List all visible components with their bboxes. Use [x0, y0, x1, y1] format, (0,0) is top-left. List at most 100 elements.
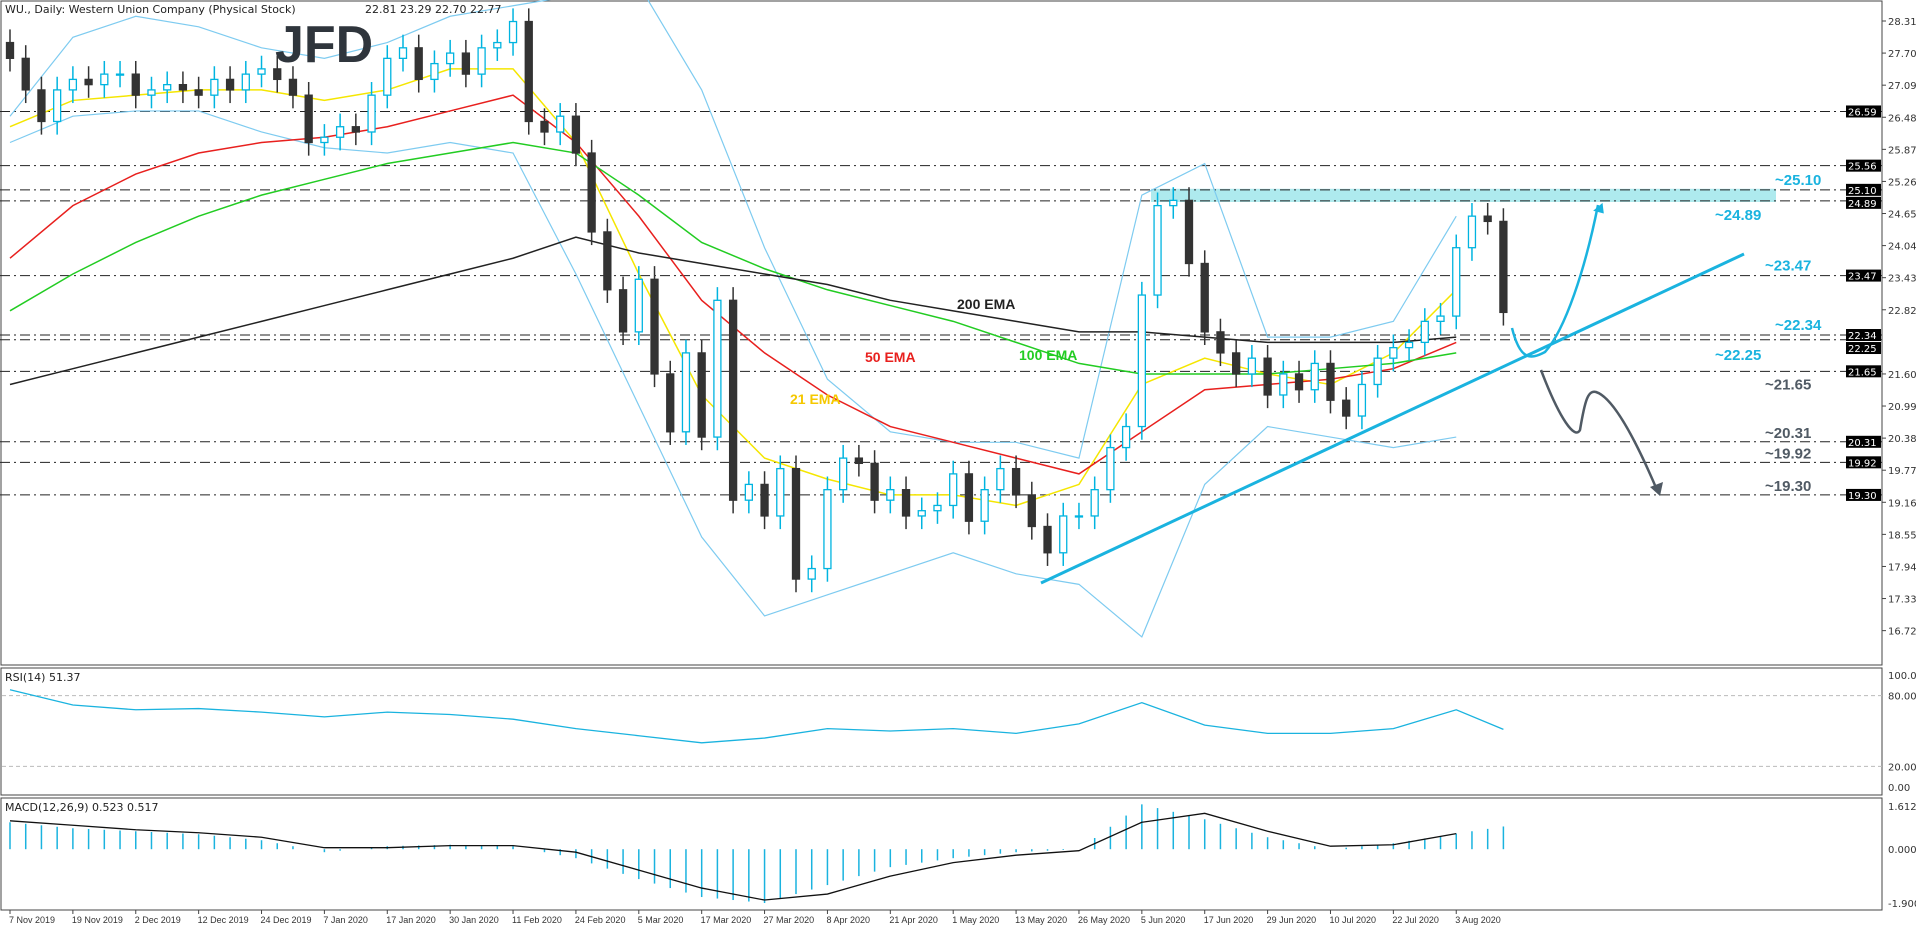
level-annotation: ~20.31: [1765, 425, 1811, 442]
candle-bearish: [21, 57, 30, 91]
candle-bearish: [1232, 352, 1241, 375]
price-tick-label: 19.77: [1888, 466, 1916, 477]
candle-bullish: [1452, 247, 1461, 317]
macd-panel: [0, 797, 1883, 911]
candle-bullish: [681, 352, 691, 433]
candle-bullish: [53, 89, 62, 123]
rsi-title: RSI(14) 51.37: [5, 671, 80, 684]
arrow-head-down-icon: [1650, 482, 1663, 496]
date-tick-label: 24 Dec 2019: [261, 915, 312, 925]
candle-bearish: [728, 299, 738, 501]
price-tick-label: 20.38: [1888, 434, 1916, 445]
bb_upper-line: [9, 0, 1457, 459]
ohlc-readout: 22.81 23.29 22.70 22.77: [365, 3, 501, 16]
candle-bullish: [1247, 357, 1257, 375]
rsi-panel: [0, 667, 1883, 796]
candle-bullish: [949, 473, 958, 507]
candle-bearish: [650, 278, 659, 375]
level-price-tag-text: 25.56: [1848, 162, 1877, 173]
price-tick-label: 25.87: [1888, 145, 1916, 156]
price-tick-label: 21.60: [1888, 370, 1916, 381]
candle-bearish: [1483, 215, 1492, 223]
price-tick-label: 27.70: [1888, 49, 1916, 60]
candle-bullish: [917, 510, 926, 517]
level-price-tag: [1846, 183, 1881, 196]
candle-bearish: [1499, 220, 1508, 314]
price-panel: [0, 0, 1883, 666]
candle-bullish: [1420, 320, 1429, 344]
candle-bullish: [839, 457, 848, 491]
candle-bullish: [1436, 315, 1445, 322]
candle-bullish: [430, 62, 439, 81]
candle-bearish: [870, 462, 879, 501]
date-tick-label: 2 Dec 2019: [135, 915, 181, 925]
candle-bullish: [823, 489, 832, 570]
candle-bearish: [1342, 399, 1351, 417]
candle-bullish: [1106, 446, 1115, 491]
price-tick-label: 17.33: [1888, 595, 1916, 606]
candle-bearish: [791, 467, 801, 580]
level-price-tag-text: 22.25: [1848, 344, 1877, 355]
candle-bearish: [964, 473, 974, 522]
level-price-tag: [1846, 435, 1881, 448]
candle-bearish: [414, 47, 423, 81]
candle-bullish: [1467, 215, 1477, 249]
price-tick-label: 20.99: [1888, 402, 1916, 413]
candle-bearish: [1184, 199, 1194, 265]
candle-bullish: [1389, 346, 1398, 359]
candle-bullish: [446, 52, 455, 65]
candle-bullish: [1059, 515, 1068, 554]
price-tick-label: 16.72: [1888, 627, 1916, 638]
date-tick-label: 7 Jan 2020: [323, 915, 368, 925]
candle-bullish: [398, 47, 408, 59]
candle-bearish: [37, 89, 46, 123]
macd-title: MACD(12,26,9) 0.523 0.517: [5, 801, 159, 814]
date-tick-label: 22 Jul 2020: [1392, 915, 1439, 925]
candle-bullish: [163, 83, 172, 91]
candle-bullish: [886, 489, 895, 501]
level-price-tag: [1846, 488, 1881, 501]
ema50-label: 50 EMA: [865, 349, 916, 365]
price-tick-label: 27.09: [1888, 81, 1916, 92]
candle-bearish: [760, 483, 769, 517]
candle-bearish: [461, 52, 471, 75]
level-price-tag-text: 22.34: [1848, 331, 1877, 342]
candle-bearish: [1263, 357, 1272, 396]
candle-bullish: [1310, 362, 1319, 391]
candle-bullish: [367, 94, 376, 133]
date-tick-label: 7 Nov 2019: [9, 915, 55, 925]
level-annotation: ~19.30: [1765, 478, 1811, 495]
resistance-zone: [1151, 188, 1776, 202]
bearish-scenario-arrow: [1539, 369, 1659, 491]
level-price-tag: [1846, 342, 1881, 355]
candle-bullish: [508, 20, 518, 44]
candle-bearish: [1216, 331, 1225, 354]
candle-bullish: [980, 489, 989, 522]
candle-bearish: [273, 68, 282, 81]
candle-bearish: [524, 20, 533, 123]
date-tick-label: 12 Dec 2019: [198, 915, 249, 925]
level-price-tag-text: 25.10: [1848, 186, 1877, 197]
candle-bearish: [84, 78, 93, 86]
rsi-line: [9, 689, 1504, 744]
level-price-tag-text: 19.92: [1848, 458, 1877, 469]
candle-bullish: [776, 467, 785, 517]
candle-bearish: [131, 73, 140, 96]
candle-bullish: [1404, 341, 1414, 349]
candle-bullish: [1279, 373, 1288, 396]
date-tick-label: 1 May 2020: [952, 915, 999, 925]
candle-bearish: [194, 89, 203, 96]
date-tick-label: 11 Feb 2020: [512, 915, 562, 925]
candle-bullish: [477, 47, 486, 75]
date-tick-label: 17 Jun 2020: [1204, 915, 1254, 925]
level-price-tag-text: 23.47: [1848, 272, 1877, 283]
candle-bullish: [1074, 515, 1084, 518]
uptrend-line: [1040, 252, 1745, 585]
level-price-tag: [1846, 105, 1881, 118]
level-price-tag-text: 19.30: [1848, 491, 1877, 502]
rsi-tick-label: 100.00: [1888, 671, 1916, 682]
candle-bearish: [1043, 525, 1052, 554]
candle-bearish: [854, 457, 864, 465]
date-tick-label: 5 Jun 2020: [1141, 915, 1186, 925]
